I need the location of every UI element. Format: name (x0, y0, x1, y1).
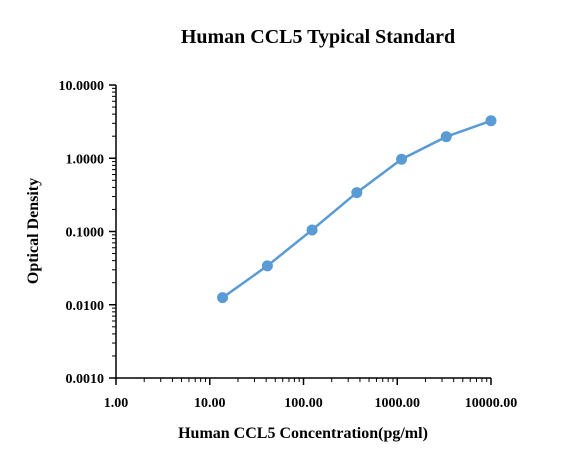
x-tick-label: 1.00 (104, 396, 129, 411)
y-tick-label: 1.0000 (66, 152, 105, 167)
y-axis-title: Optical Density (25, 178, 42, 284)
data-point (485, 115, 497, 127)
y-tick-label: 0.0100 (66, 299, 105, 314)
data-point (306, 224, 318, 236)
series-group (217, 115, 497, 304)
x-axis-title: Human CCL5 Concentration(pg/ml) (178, 425, 428, 442)
data-point (351, 187, 363, 199)
chart-title: Human CCL5 Typical Standard (181, 26, 455, 48)
y-tick-label: 0.1000 (66, 226, 105, 241)
y-tick-label: 0.0010 (66, 372, 105, 387)
series-line (221, 119, 492, 299)
x-tick-label: 100.00 (284, 396, 323, 411)
x-axis: 1.00 10.00 100.00 1000.00 10000.00 (104, 377, 518, 411)
y-tick-label: 10.0000 (59, 79, 105, 94)
data-point (217, 292, 229, 304)
x-tick-label: 1000.00 (375, 396, 421, 411)
x-tick-label: 10000.00 (465, 396, 518, 411)
data-point (261, 260, 273, 272)
data-point (440, 131, 452, 143)
y-axis: 0.0010 0.0100 0.1000 1.0000 10.0000 (59, 79, 117, 387)
data-point (396, 153, 408, 165)
x-tick-label: 10.00 (194, 396, 226, 411)
